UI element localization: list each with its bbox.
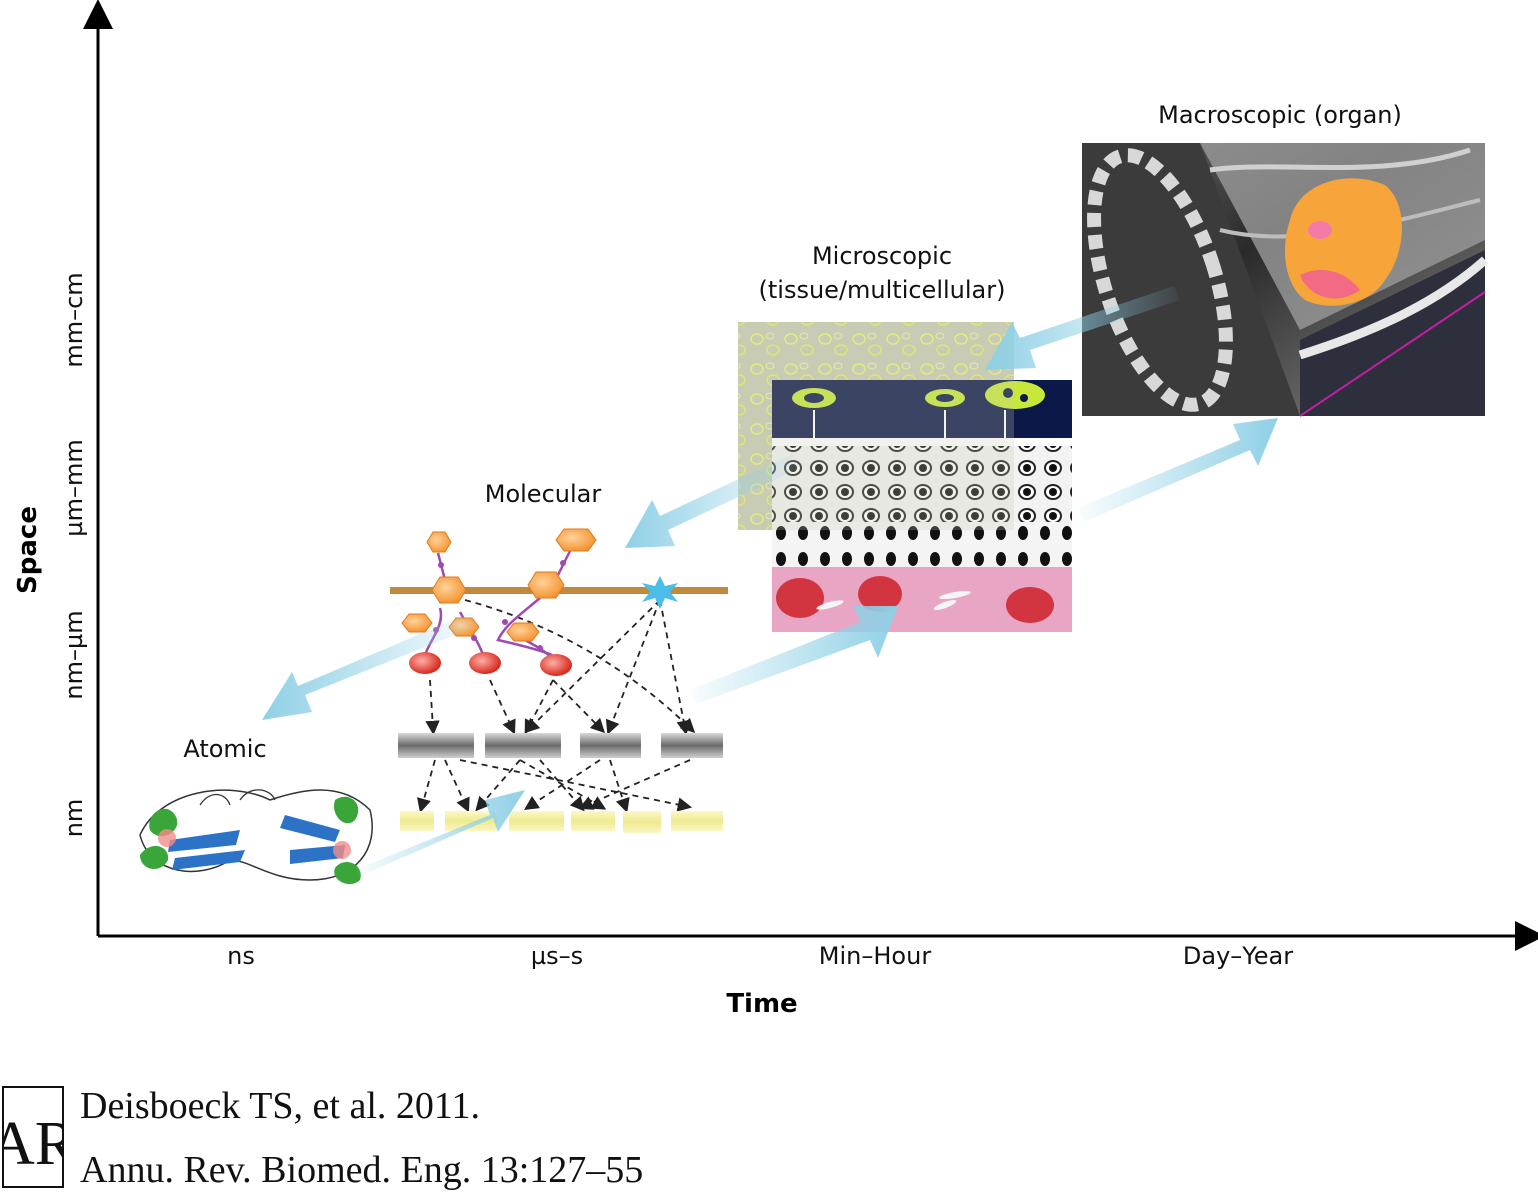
protein-structure (139, 789, 373, 885)
scale-arrows (262, 286, 1278, 876)
arrow-atomic-to-molecular (355, 790, 525, 876)
y-axis-title: Space (13, 506, 43, 594)
label-atomic: Atomic (183, 735, 266, 763)
x-axis-title: Time (726, 989, 797, 1019)
y-tick-mm-cm: mm–cm (60, 272, 88, 367)
molecular-network (390, 528, 728, 833)
label-molecular: Molecular (485, 480, 602, 508)
x-tick-min-hour: Min–Hour (819, 942, 932, 970)
x-tick-ns: ns (227, 942, 255, 970)
citation-line-2: Annu. Rev. Biomed. Eng. 13:127–55 (80, 1149, 644, 1191)
label-microscopic-sub: (tissue/multicellular) (759, 276, 1006, 304)
label-microscopic: Microscopic (812, 242, 952, 270)
arrow-microscopic-to-macroscopic (1078, 418, 1278, 522)
mri-organ-image (1082, 143, 1488, 417)
y-tick-nm-um: nm–µm (60, 610, 88, 699)
arrow-macroscopic-to-microscopic (985, 286, 1180, 370)
receptor-star (642, 576, 678, 609)
annual-reviews-logo: AR (2, 1086, 64, 1188)
y-tick-nm: nm (60, 799, 88, 838)
y-tick-um-mm: µm–mm (60, 439, 88, 536)
arrow-molecular-to-atomic (262, 612, 480, 720)
arrow-molecular-to-microscopic (690, 606, 898, 704)
x-tick-us-s: µs–s (531, 942, 583, 970)
microscopic-tissue-image (738, 322, 1072, 632)
arrow-microscopic-to-molecular (625, 454, 800, 548)
x-tick-day-year: Day–Year (1183, 942, 1293, 970)
citation-line-1: Deisboeck TS, et al. 2011. (80, 1085, 480, 1127)
logo-text: AR (2, 1110, 64, 1178)
label-macroscopic: Macroscopic (organ) (1158, 101, 1402, 129)
